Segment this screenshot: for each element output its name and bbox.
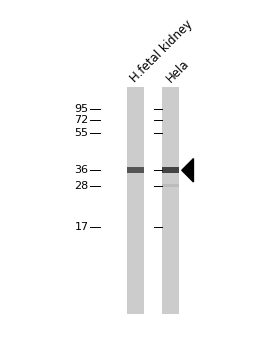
Text: Hela: Hela: [164, 57, 192, 85]
Text: 17: 17: [74, 222, 89, 232]
Text: 95: 95: [74, 104, 89, 114]
Bar: [163, 167, 179, 173]
Bar: [127, 167, 144, 173]
Text: 36: 36: [74, 165, 89, 175]
Bar: [163, 184, 179, 187]
Text: H.fetal kidney: H.fetal kidney: [128, 18, 195, 85]
Polygon shape: [182, 159, 194, 182]
Bar: [163, 87, 179, 314]
Text: 55: 55: [74, 128, 89, 138]
Bar: [127, 87, 144, 314]
Text: 28: 28: [74, 181, 89, 191]
Text: 72: 72: [74, 115, 89, 125]
